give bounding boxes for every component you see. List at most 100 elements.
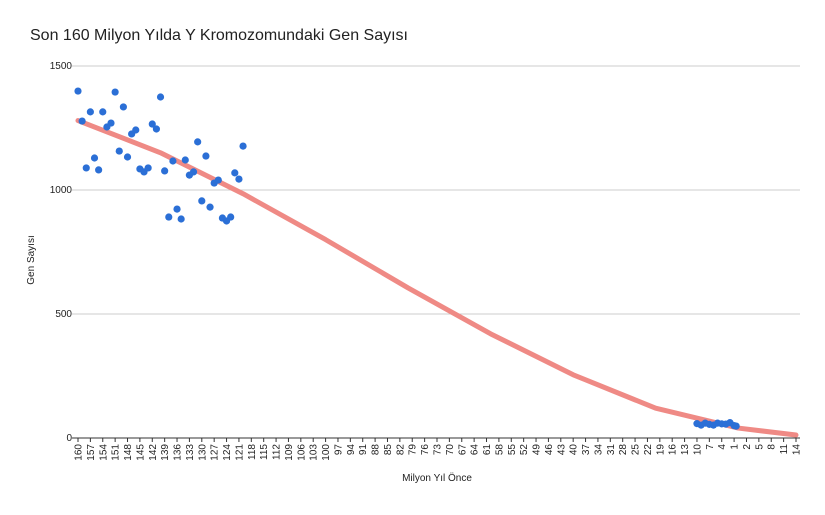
x-tick-label: 136 — [173, 444, 184, 461]
x-tick-label: 43 — [556, 444, 567, 456]
data-point — [148, 120, 156, 128]
x-tick-label: 67 — [457, 444, 468, 456]
x-tick-label: 22 — [643, 444, 654, 456]
data-point — [74, 87, 82, 95]
x-tick-label: 10 — [692, 444, 703, 456]
data-point — [206, 203, 214, 211]
x-tick-label: 160 — [74, 444, 85, 461]
data-point — [177, 215, 185, 223]
x-tick-label: 5 — [754, 444, 765, 450]
data-point — [132, 126, 140, 134]
x-tick-label: 127 — [210, 444, 221, 461]
data-point — [214, 176, 222, 184]
x-tick-label: 115 — [259, 444, 270, 460]
data-point — [111, 88, 119, 96]
data-point — [152, 125, 161, 133]
x-tick-label: 109 — [284, 444, 295, 461]
x-tick-label: 11 — [779, 444, 790, 455]
x-tick-label: 49 — [532, 444, 543, 456]
x-tick-label: 64 — [470, 444, 481, 456]
x-tick-label: 34 — [593, 444, 604, 456]
x-tick-label: 76 — [420, 444, 431, 456]
x-axis-title: Milyon Yıl Önce — [402, 472, 472, 484]
x-tick-label: 85 — [383, 444, 394, 456]
data-point — [165, 213, 173, 221]
data-point — [202, 152, 210, 160]
x-tick-label: 55 — [507, 444, 518, 456]
data-point — [123, 153, 132, 161]
x-tick-label: 154 — [98, 444, 109, 461]
data-point — [90, 154, 99, 162]
data-point — [239, 142, 247, 150]
data-point — [78, 117, 86, 125]
x-tick-label: 139 — [160, 444, 171, 461]
x-tick-label: 124 — [222, 444, 233, 461]
data-point — [82, 164, 90, 172]
x-tick-label: 61 — [482, 444, 493, 456]
x-tick-label: 103 — [309, 444, 320, 461]
x-tick-label: 58 — [494, 444, 505, 456]
x-tick-label: 118 — [247, 444, 258, 460]
chart-title: Son 160 Milyon Yılda Y Kromozomundaki Ge… — [30, 27, 408, 44]
data-point — [189, 168, 198, 176]
x-tick-label: 7 — [705, 444, 716, 450]
y-tick-label: 1000 — [50, 185, 73, 196]
x-tick-label: 130 — [197, 444, 208, 461]
y-axis-title: Gen Sayısı — [26, 235, 37, 284]
x-tick-label: 31 — [606, 444, 617, 456]
x-tick-label: 13 — [680, 444, 691, 456]
data-point — [99, 108, 107, 116]
x-tick-label: 145 — [135, 444, 146, 461]
x-tick-label: 106 — [296, 444, 307, 461]
data-point — [161, 167, 169, 175]
data-point — [86, 108, 94, 116]
x-tick-label: 100 — [321, 444, 332, 461]
data-point — [227, 213, 235, 221]
x-tick-label: 37 — [581, 444, 592, 456]
x-tick-label: 133 — [185, 444, 196, 461]
data-point — [732, 422, 740, 430]
y-tick-label: 1500 — [50, 61, 73, 72]
data-point — [198, 197, 206, 205]
x-tick-label: 28 — [618, 444, 629, 456]
x-tick-label: 157 — [86, 444, 97, 461]
data-point — [181, 156, 189, 164]
x-tick-label: 25 — [631, 444, 642, 456]
x-tick-label: 82 — [395, 444, 406, 456]
x-tick-label: 142 — [148, 444, 159, 461]
x-tick-label: 112 — [272, 444, 283, 460]
x-tick-label: 148 — [123, 444, 134, 461]
x-tick-label: 1 — [730, 444, 741, 450]
data-point — [169, 157, 177, 165]
y-tick-label: 500 — [55, 309, 72, 320]
x-tick-label: 40 — [569, 444, 580, 456]
x-tick-label: 8 — [767, 444, 778, 450]
x-tick-label: 4 — [717, 444, 728, 450]
x-tick-label: 151 — [111, 444, 122, 461]
x-tick-label: 88 — [371, 444, 382, 456]
x-tick-label: 19 — [655, 444, 666, 456]
x-tick-label: 91 — [358, 444, 369, 456]
data-point — [156, 93, 165, 101]
trendline — [75, 118, 799, 438]
data-point — [235, 175, 243, 183]
data-point — [95, 166, 103, 174]
x-tick-label: 97 — [333, 444, 344, 456]
data-point — [194, 138, 202, 146]
x-tick-label: 73 — [433, 444, 444, 456]
x-tick-label: 14 — [792, 444, 803, 456]
x-tick-label: 46 — [544, 444, 555, 456]
data-point — [107, 119, 115, 127]
data-point — [119, 103, 127, 111]
x-tick-label: 16 — [668, 444, 679, 456]
x-tick-label: 94 — [346, 444, 357, 456]
x-tick-label: 52 — [519, 444, 530, 456]
x-tick-label: 121 — [234, 444, 245, 461]
data-point — [231, 169, 239, 177]
data-point — [173, 205, 181, 213]
x-tick-label: 79 — [408, 444, 419, 456]
y-tick-label: 0 — [66, 433, 72, 444]
data-point — [144, 164, 152, 172]
